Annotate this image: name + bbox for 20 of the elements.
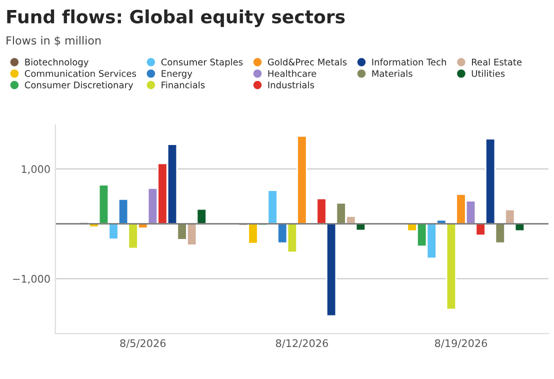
legend-label: Materials	[372, 70, 412, 77]
legend-label: Healthcare	[268, 70, 316, 77]
chart-title: Fund flows: Global equity sectors	[7, 9, 345, 28]
legend-label: Communication Services	[24, 70, 136, 77]
legend-label: Consumer Discretionary	[24, 81, 134, 90]
legend-label: Consumer Staples	[161, 58, 243, 68]
legend-label: Real Estate	[472, 58, 522, 66]
legend-label: Gold&Prec Metals	[268, 58, 347, 66]
x-tick-label: 8/12/2026	[276, 339, 328, 348]
legend-label: Information Tech	[372, 58, 446, 66]
legend-label: Biotechnology	[25, 58, 88, 68]
legend-label: Financials	[162, 81, 205, 88]
legend-label: Energy	[162, 70, 192, 79]
legend-label: Industrials	[268, 81, 314, 88]
y-tick-label: 1,000	[22, 165, 50, 174]
chart-subtitle: Flows in $ million	[6, 36, 101, 46]
legend-label: Utilities	[472, 70, 505, 77]
x-tick-label: 8/5/2026	[120, 339, 166, 348]
y-tick-label: −1,000	[13, 274, 50, 284]
x-tick-label: 8/19/2026	[434, 339, 488, 348]
